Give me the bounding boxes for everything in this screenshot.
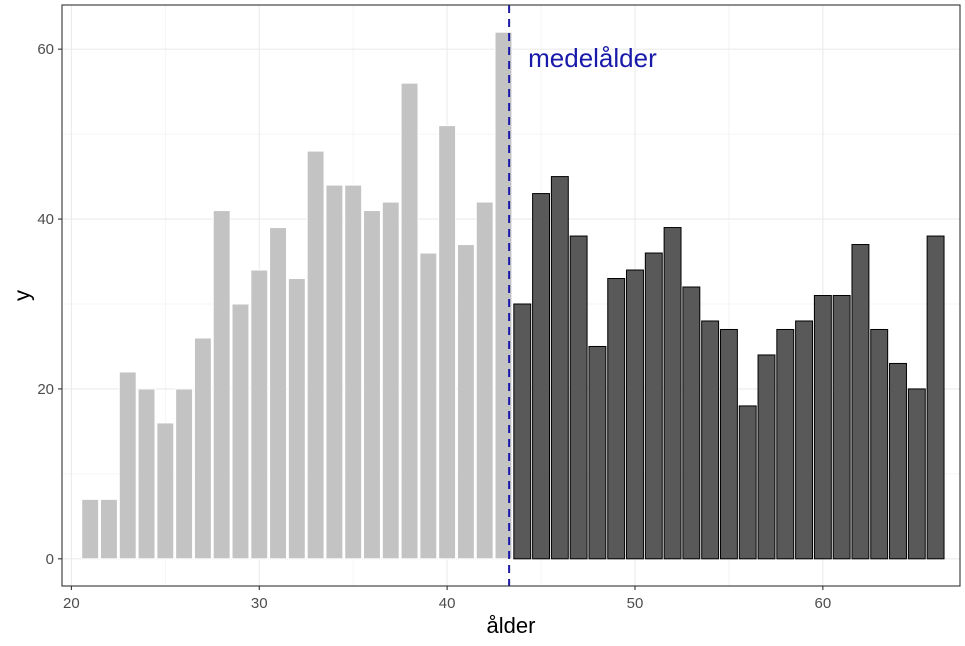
y-tick-label: 20 [37,381,54,398]
bar-below-mean [475,201,494,560]
bar-above-mean [626,269,644,560]
bar-below-mean [400,82,419,560]
bar-below-mean [156,422,175,560]
bar-above-mean [907,388,926,560]
y-axis-title: y [10,290,35,301]
bar-below-mean [81,498,100,560]
y-tick-label: 0 [46,551,54,568]
x-tick-label: 60 [815,595,832,612]
x-axis-title: ålder [487,613,536,638]
x-tick-label: 40 [439,595,456,612]
bar-below-mean [456,244,475,560]
bar-above-mean [757,354,776,560]
bar-above-mean [719,328,738,560]
bar-above-mean [738,405,757,560]
bar-below-mean [381,201,400,560]
bar-below-mean [325,184,344,560]
bar-below-mean [494,31,513,560]
bar-below-mean [212,210,231,560]
bar-above-mean [663,227,682,560]
x-tick-label: 30 [251,595,268,612]
bar-below-mean [363,210,381,560]
bar-above-mean [870,328,889,560]
x-tick-label: 50 [627,595,644,612]
bar-below-mean [231,303,250,560]
bar-above-mean [795,320,814,560]
bar-above-mean [550,176,569,560]
bar-below-mean [100,498,118,560]
y-tick-label: 40 [37,211,54,228]
bar-below-mean [118,371,137,560]
y-tick-label: 60 [37,41,54,58]
bar-above-mean [569,235,588,560]
bar-below-mean [137,388,156,560]
bar-above-mean [513,303,532,560]
bar-below-mean [250,269,269,560]
bar-above-mean [682,286,701,560]
bar-below-mean [419,252,438,560]
bars [81,31,945,560]
bar-below-mean [193,337,212,560]
bar-above-mean [813,295,832,560]
bar-above-mean [644,252,663,560]
bar-above-mean [926,235,945,560]
bar-below-mean [269,227,287,560]
bar-below-mean [175,388,194,560]
y-axis-ticks: 0 20 40 60 [37,41,62,568]
bar-above-mean [889,362,907,560]
bar-above-mean [776,328,795,560]
x-tick-label: 20 [63,595,80,612]
bar-below-mean [287,278,306,560]
panel-border [61,4,961,587]
x-axis-ticks: 20 30 40 50 60 [63,586,831,612]
bar-above-mean [701,320,720,560]
bar-below-mean [438,125,457,560]
mean-age-label: medelålder [528,43,657,73]
bar-above-mean [851,244,870,560]
bar-above-mean [607,278,626,560]
bar-above-mean [588,345,607,560]
bar-above-mean [832,295,851,560]
bar-below-mean [344,184,363,560]
bar-above-mean [532,193,551,560]
bar-below-mean [306,150,325,560]
